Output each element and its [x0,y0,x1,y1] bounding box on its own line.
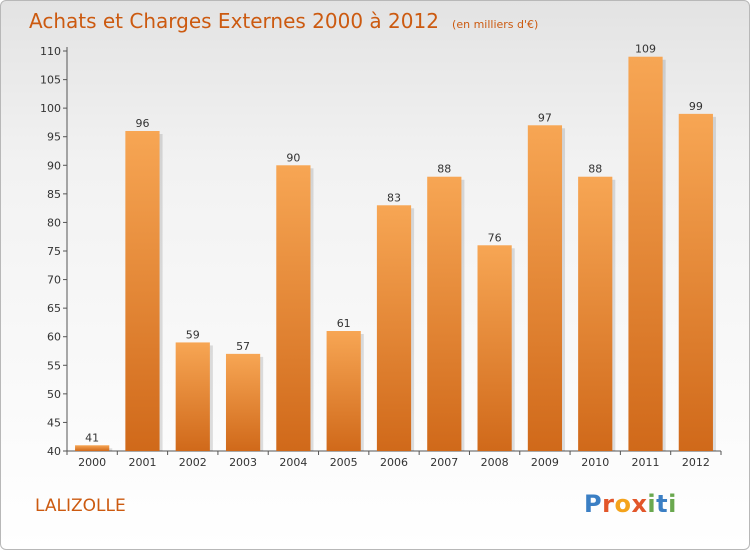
data-label-2008: 76 [488,231,502,244]
bar-2004 [276,165,311,452]
data-label-2005: 61 [337,317,351,330]
data-label-2010: 88 [588,163,602,176]
bar-2010 [578,176,613,451]
chart-title-unit: (en milliers d'€) [452,18,539,31]
bar-2009 [527,125,563,452]
bar-2011 [628,56,663,451]
data-label-2011: 109 [635,43,656,56]
x-tick-label: 2012 [682,456,710,469]
y-tick-label: 75 [47,245,61,258]
bar-2001 [125,131,160,451]
logo-letter: i [647,490,657,518]
x-tick-label: 2009 [531,456,559,469]
logo-letter: t [656,490,669,518]
y-tick-label: 70 [47,274,61,287]
y-tick-label: 90 [47,159,61,172]
x-tick-label: 2002 [179,456,207,469]
logo-letter: i [668,490,677,518]
y-tick-label: 65 [47,302,61,315]
chart-labels: 41 96 59 57 90 61 83 88 76 97 88 109 99 [85,43,703,445]
bar-2000 [75,445,110,451]
chart-axes: 40 45 50 55 60 65 70 75 80 85 90 95 100 105 110 2000 200… [40,45,722,469]
data-label-2012: 99 [689,100,703,113]
bar-2007 [427,176,462,451]
y-tick-label: 40 [47,445,61,458]
y-tick-label: 55 [47,359,61,372]
bar-2012 [678,113,713,451]
x-tick-label: 2004 [279,456,307,469]
y-tick-label: 85 [47,188,61,201]
x-tick-label: 2011 [632,456,660,469]
bar-2008 [477,245,512,451]
data-label-2002: 59 [186,328,200,341]
y-tick-label: 45 [47,416,61,429]
x-tick-label: 2007 [430,456,458,469]
logo-letter: x [631,490,648,518]
x-tick-label: 2008 [481,456,509,469]
y-tick-label: 105 [40,74,61,87]
commune-name: LALIZOLLE [35,496,126,516]
chart-title: Achats et Charges Externes 2000 à 2012 (… [29,9,538,33]
y-tick-label: 95 [47,131,61,144]
x-tick-label: 2003 [229,456,257,469]
chart-title-main: Achats et Charges Externes 2000 à 2012 [29,9,439,33]
bar-2006 [376,205,412,451]
x-tick-label: 2010 [581,456,609,469]
y-tick-label: 110 [40,45,61,58]
x-tick-label: 2006 [380,456,408,469]
x-tick-label: 2000 [78,456,106,469]
x-tick-label: 2001 [128,456,156,469]
bar-2005 [326,331,361,451]
bar-2002 [175,342,210,451]
data-label-2000: 41 [85,431,99,444]
data-label-2003: 57 [236,340,250,353]
logo-letter: o [614,490,632,518]
y-tick-label: 100 [40,102,61,115]
data-label-2001: 96 [135,117,149,130]
y-tick-label: 50 [47,388,61,401]
bar-2003 [225,353,261,451]
logo-letter: r [602,490,615,518]
data-label-2009: 97 [538,111,552,124]
proxiti-logo: Proxiti [584,490,677,518]
chart-bars [75,56,716,452]
logo-letter: P [584,490,603,518]
y-tick-label: 80 [47,216,61,229]
data-label-2007: 88 [437,163,451,176]
data-label-2004: 90 [286,151,300,164]
data-label-2006: 83 [387,191,401,204]
x-tick-label: 2005 [330,456,358,469]
y-tick-label: 60 [47,331,61,344]
